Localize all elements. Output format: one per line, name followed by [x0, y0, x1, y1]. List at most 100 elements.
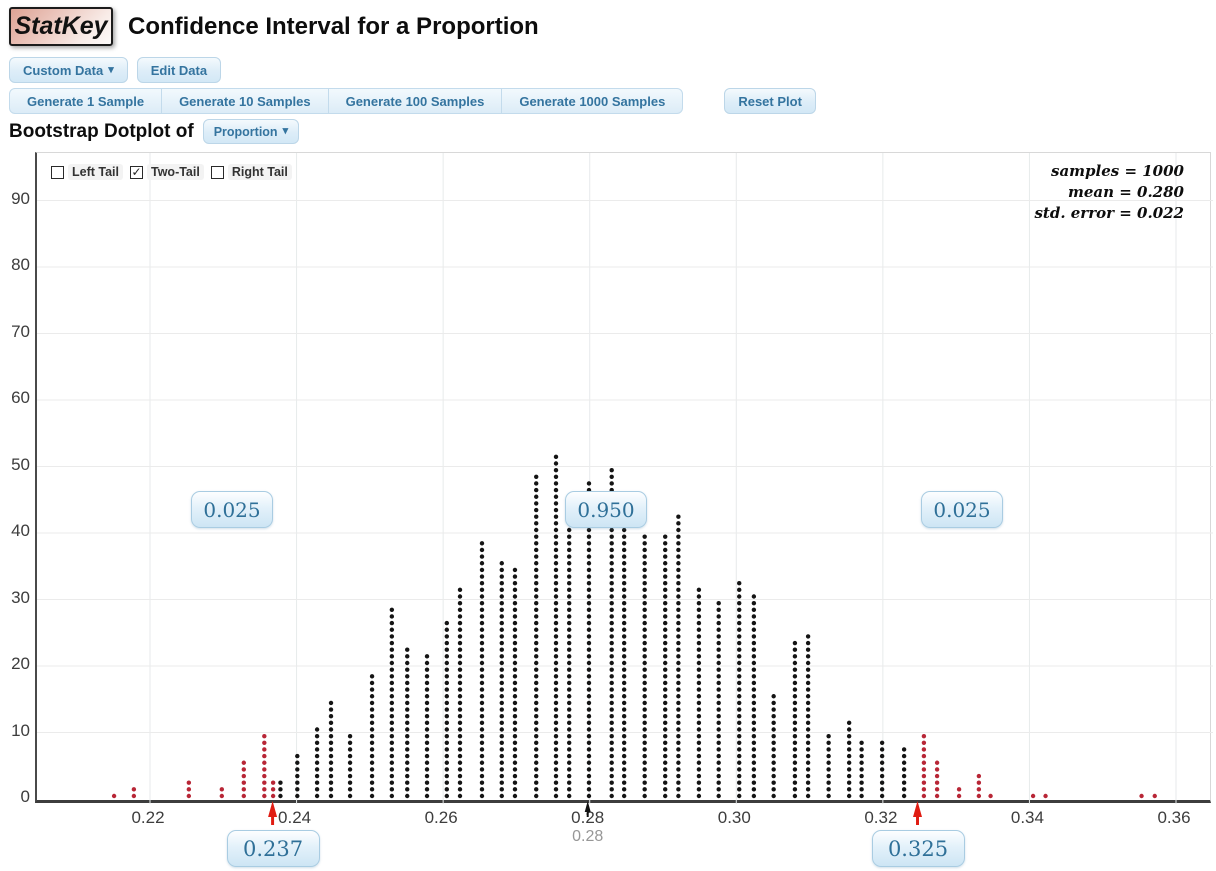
- bootstrap-dot: [479, 607, 485, 612]
- bootstrap-dot: [512, 660, 518, 666]
- right-tail-area-badge[interactable]: 0.025: [921, 491, 1003, 528]
- bootstrap-dot: [696, 647, 702, 652]
- checkbox-unchecked-icon[interactable]: [210, 165, 224, 179]
- left-tail-area-badge[interactable]: 0.025: [191, 491, 273, 528]
- bootstrap-dot: [534, 707, 539, 712]
- bootstrap-dot: [347, 747, 353, 752]
- bootstrap-dot: [805, 740, 811, 745]
- bootstrap-dot: [642, 753, 647, 759]
- tail-checkbox-right-tail[interactable]: Right Tail: [210, 164, 292, 180]
- bootstrap-dot: [553, 634, 559, 639]
- center-area-badge[interactable]: 0.950: [565, 491, 647, 528]
- bootstrap-dot: [499, 740, 504, 745]
- bootstrap-dot: [499, 694, 504, 699]
- bootstrap-dot: [457, 707, 463, 712]
- bootstrap-dot: [314, 740, 320, 745]
- y-tick-label: 30: [11, 587, 30, 607]
- bootstrap-dot: [534, 487, 539, 493]
- custom-data-dropdown[interactable]: Custom Data ▾: [9, 57, 128, 83]
- bootstrap-dot: [663, 793, 668, 799]
- bootstrap-dot: [676, 640, 681, 646]
- bootstrap-dot: [676, 680, 681, 686]
- ci-upper-badge[interactable]: 0.325: [871, 830, 965, 867]
- bootstrap-dot: [328, 787, 334, 792]
- generate-samples-button-3[interactable]: Generate 1000 Samples: [502, 89, 682, 113]
- generate-samples-button-0[interactable]: Generate 1 Sample: [10, 89, 163, 113]
- bootstrap-dot: [663, 760, 668, 765]
- bootstrap-dot: [553, 474, 559, 479]
- generate-samples-button-2[interactable]: Generate 100 Samples: [329, 89, 503, 113]
- bootstrap-dot: [771, 700, 776, 706]
- reset-plot-button[interactable]: Reset Plot: [724, 88, 816, 114]
- bootstrap-dot: [444, 780, 450, 785]
- edit-data-button[interactable]: Edit Data: [136, 57, 222, 83]
- bootstrap-dot: [405, 747, 410, 752]
- bootstrap-dot: [553, 680, 559, 686]
- statistic-dropdown[interactable]: Proportion ▾: [202, 119, 300, 144]
- bootstrap-dot: [621, 607, 627, 612]
- bootstrap-dot: [479, 647, 485, 652]
- checkbox-unchecked-icon[interactable]: [51, 165, 64, 179]
- generate-samples-button-1[interactable]: Generate 10 Samples: [162, 89, 329, 113]
- bootstrap-dot: [534, 700, 539, 706]
- bootstrap-dot: [424, 660, 430, 666]
- bootstrap-dot: [696, 587, 702, 593]
- bootstrap-dot: [792, 654, 798, 659]
- bootstrap-dot: [696, 707, 702, 712]
- bootstrap-dot: [479, 787, 485, 792]
- bootstrap-dot: [566, 660, 572, 666]
- bootstrap-dot: [696, 747, 702, 752]
- bootstrap-dot: [566, 753, 572, 759]
- bootstrap-dot: [369, 767, 375, 772]
- bootstrap-dot: [369, 687, 375, 692]
- bootstrap-dot: [642, 620, 647, 626]
- bootstrap-dot: [566, 694, 572, 699]
- ci-upper-marker[interactable]: [913, 801, 923, 825]
- bootstrap-dot: [457, 654, 463, 659]
- bootstrap-dot: [553, 714, 559, 719]
- bootstrap-dot: [609, 753, 614, 759]
- bootstrap-dot: [369, 733, 375, 739]
- checkbox-checked-icon[interactable]: ✓: [130, 165, 143, 179]
- bootstrap-dot: [663, 600, 668, 606]
- bootstrap-dot: [479, 660, 485, 666]
- bootstrap-dot: [586, 747, 592, 752]
- bootstrap-dot: [696, 793, 702, 799]
- bootstrap-dot: [676, 793, 681, 799]
- bootstrap-dot: [642, 727, 647, 732]
- bootstrap-dot: [405, 767, 410, 772]
- bootstrap-dot: [405, 727, 410, 732]
- bootstrap-dot: [479, 541, 485, 546]
- bootstrap-dot: [642, 607, 647, 612]
- ci-lower-badge[interactable]: 0.237: [226, 830, 320, 867]
- bootstrap-dot: [479, 574, 485, 579]
- bootstrap-dot: [534, 527, 539, 533]
- bootstrap-dot: [424, 700, 430, 706]
- bootstrap-dot: [566, 740, 572, 745]
- bootstrap-dot: [534, 747, 539, 752]
- bootstrap-dot: [534, 733, 539, 739]
- bootstrap-dot: [444, 793, 450, 799]
- bootstrap-dot: [737, 767, 742, 772]
- tail-checkbox-left-tail[interactable]: Left Tail: [51, 164, 123, 180]
- bootstrap-dot: [642, 547, 647, 553]
- bootstrap-dot: [405, 700, 410, 706]
- bootstrap-dot: [328, 740, 334, 745]
- bootstrap-dot: [405, 787, 410, 792]
- bootstrap-dot: [586, 554, 592, 559]
- bootstrap-dot: [262, 767, 267, 772]
- bootstrap-dot: [512, 567, 518, 573]
- dotplot-canvas[interactable]: Left Tail ✓ Two-Tail Right Tail samples = 1…: [35, 152, 1213, 804]
- bootstrap-dot: [444, 654, 450, 659]
- bootstrap-dot: [737, 780, 742, 785]
- bootstrap-dot: [642, 714, 647, 719]
- bootstrap-dot: [696, 620, 702, 626]
- bootstrap-dot: [921, 753, 927, 759]
- bootstrap-dot: [295, 780, 300, 785]
- bootstrap-dot: [859, 773, 864, 779]
- bootstrap-dot: [405, 740, 410, 745]
- tail-checkbox-two-tail[interactable]: ✓ Two-Tail: [130, 164, 204, 180]
- bootstrap-dot: [586, 547, 592, 553]
- bootstrap-dot: [696, 640, 702, 646]
- bootstrap-dot: [534, 620, 539, 626]
